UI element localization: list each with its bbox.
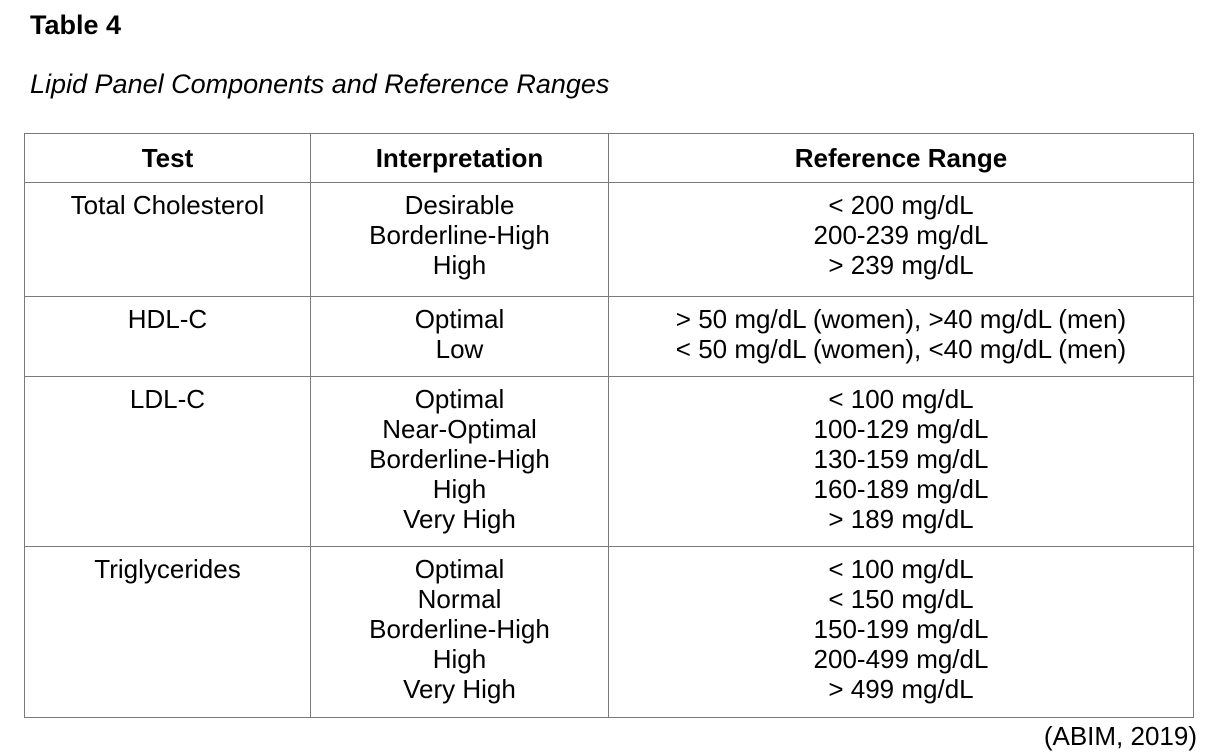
interpretation-line: Borderline-High [369,220,550,250]
table-row-hdl-c: HDL-C Optimal Low > 50 mg/dL (women), >4… [24,296,1194,377]
interpretation-cell: Optimal Low [310,296,609,377]
reference-range-line: < 150 mg/dL [828,584,974,614]
interpretation-cell: Desirable Borderline-High High [310,182,609,297]
interpretation-line: High [432,644,487,674]
table-number-label: Table 4 [30,10,122,40]
interpretation-line: Low [435,334,484,364]
interpretation-line: Borderline-High [369,614,550,644]
reference-range-line: > 499 mg/dL [828,674,974,704]
reference-range-line: 100-129 mg/dL [813,414,989,444]
interpretation-line: High [432,474,487,504]
interpretation-line: Very High [403,504,516,534]
test-name-cell: LDL-C [24,376,311,547]
interpretation-line: Desirable [404,190,515,220]
interpretation-cell: Optimal Near-Optimal Borderline-High Hig… [310,376,609,547]
reference-range-cell: < 100 mg/dL 100-129 mg/dL 130-159 mg/dL … [608,376,1194,547]
reference-range-line: < 50 mg/dL (women), <40 mg/dL (men) [675,334,1127,364]
reference-range-line: < 100 mg/dL [828,554,974,584]
interpretation-line: Normal [417,584,502,614]
table-row-ldl-c: LDL-C Optimal Near-Optimal Borderline-Hi… [24,376,1194,547]
interpretation-line: Optimal [414,384,505,414]
source-citation: (ABIM, 2019) [1043,721,1197,751]
reference-range-line: > 189 mg/dL [828,504,974,534]
column-header-reference-range: Reference Range [608,133,1194,183]
table-caption: Lipid Panel Components and Reference Ran… [30,69,610,99]
table-row-triglycerides: Triglycerides Optimal Normal Borderline-… [24,546,1194,718]
reference-range-line: < 200 mg/dL [828,190,974,220]
reference-range-line: < 100 mg/dL [828,384,974,414]
reference-range-cell: < 200 mg/dL 200-239 mg/dL > 239 mg/dL [608,182,1194,297]
interpretation-line: Borderline-High [369,444,550,474]
interpretation-line: High [432,250,487,280]
reference-range-line: > 50 mg/dL (women), >40 mg/dL (men) [675,304,1127,334]
test-name-cell: HDL-C [24,296,311,377]
table-row-total-cholesterol: Total Cholesterol Desirable Borderline-H… [24,182,1194,297]
reference-range-line: > 239 mg/dL [828,250,974,280]
interpretation-line: Optimal [414,554,505,584]
interpretation-line: Near-Optimal [382,414,537,444]
reference-range-cell: < 100 mg/dL < 150 mg/dL 150-199 mg/dL 20… [608,546,1194,718]
reference-range-line: 200-499 mg/dL [813,644,989,674]
interpretation-line: Very High [403,674,516,704]
column-header-interpretation: Interpretation [310,133,609,183]
interpretation-cell: Optimal Normal Borderline-High High Very… [310,546,609,718]
table-header-row: Test Interpretation Reference Range [24,133,1194,183]
reference-range-line: 150-199 mg/dL [813,614,989,644]
test-name-cell: Triglycerides [24,546,311,718]
reference-range-line: 200-239 mg/dL [813,220,989,250]
reference-range-line: 130-159 mg/dL [813,444,989,474]
reference-range-line: 160-189 mg/dL [813,474,989,504]
lipid-panel-table: Test Interpretation Reference Range Tota… [24,133,1194,718]
column-header-test: Test [24,133,311,183]
interpretation-line: Optimal [414,304,505,334]
test-name-cell: Total Cholesterol [24,182,311,297]
reference-range-cell: > 50 mg/dL (women), >40 mg/dL (men) < 50… [608,296,1194,377]
